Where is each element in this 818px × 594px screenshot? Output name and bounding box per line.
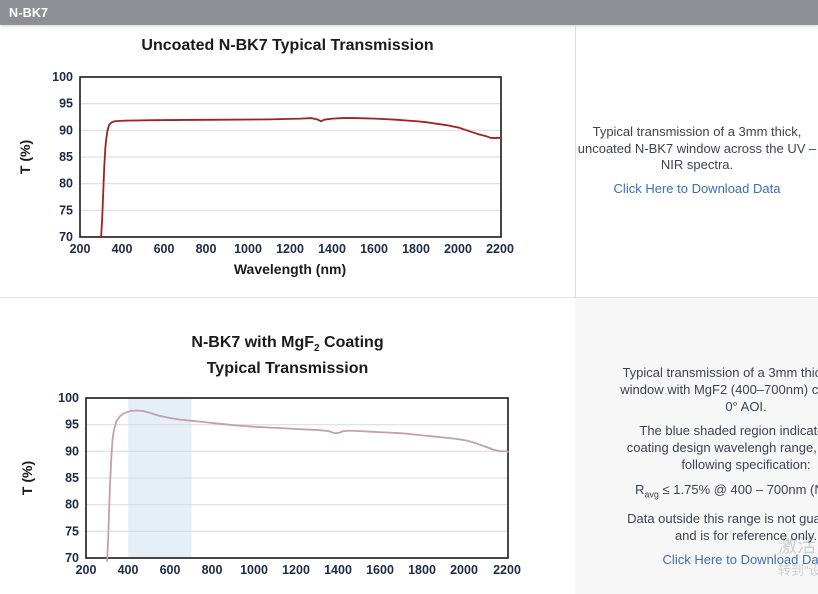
- svg-text:800: 800: [202, 563, 223, 577]
- svg-text:600: 600: [160, 563, 181, 577]
- svg-text:85: 85: [65, 471, 79, 485]
- svg-text:1200: 1200: [276, 242, 304, 256]
- svg-text:80: 80: [59, 177, 73, 191]
- svg-text:T (%): T (%): [19, 461, 35, 495]
- svg-text:85: 85: [59, 150, 73, 164]
- svg-text:1200: 1200: [282, 563, 310, 577]
- svg-text:1800: 1800: [408, 563, 436, 577]
- svg-text:200: 200: [76, 563, 97, 577]
- svg-text:100: 100: [58, 391, 79, 405]
- svg-text:T (%): T (%): [17, 140, 33, 174]
- svg-text:1000: 1000: [240, 563, 268, 577]
- svg-text:2000: 2000: [450, 563, 478, 577]
- svg-text:1800: 1800: [402, 242, 430, 256]
- svg-text:1400: 1400: [324, 563, 352, 577]
- svg-text:90: 90: [59, 123, 73, 137]
- svg-text:Wavelength (nm): Wavelength (nm): [234, 261, 346, 277]
- svg-text:600: 600: [154, 242, 175, 256]
- svg-text:400: 400: [118, 563, 139, 577]
- svg-text:1400: 1400: [318, 242, 346, 256]
- svg-text:200: 200: [70, 242, 91, 256]
- svg-text:80: 80: [65, 498, 79, 512]
- svg-text:75: 75: [59, 203, 73, 217]
- svg-text:2000: 2000: [444, 242, 472, 256]
- svg-text:90: 90: [65, 444, 79, 458]
- svg-text:75: 75: [65, 524, 79, 538]
- svg-text:1600: 1600: [366, 563, 394, 577]
- svg-text:2200: 2200: [493, 563, 521, 577]
- svg-text:1000: 1000: [234, 242, 262, 256]
- svg-text:95: 95: [65, 418, 79, 432]
- svg-text:100: 100: [52, 70, 73, 84]
- svg-text:400: 400: [112, 242, 133, 256]
- svg-text:2200: 2200: [486, 242, 514, 256]
- svg-text:95: 95: [59, 97, 73, 111]
- svg-text:1600: 1600: [360, 242, 388, 256]
- svg-text:800: 800: [196, 242, 217, 256]
